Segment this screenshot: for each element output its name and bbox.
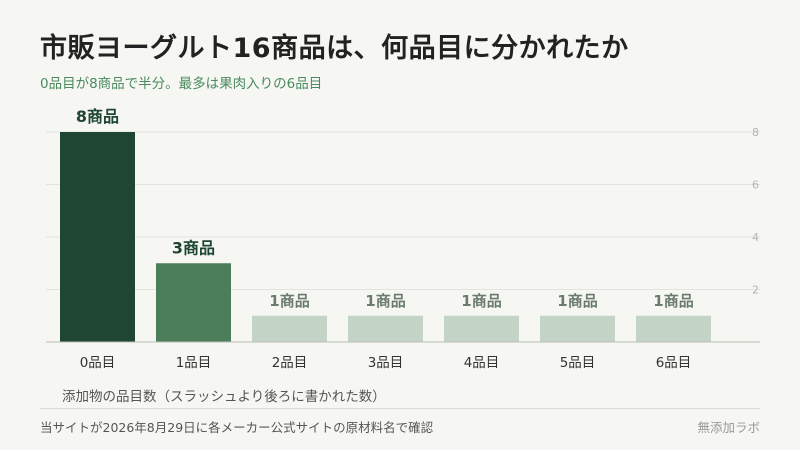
bar-1 [156, 263, 231, 342]
bar-3 [348, 315, 423, 342]
y-tick-label-6: 6 [752, 179, 759, 192]
y-tick-label-4: 4 [752, 231, 759, 244]
bar-4 [444, 315, 519, 342]
x-axis-title: 添加物の品目数（スラッシュより後ろに書かれた数） [62, 389, 386, 405]
bar-0 [60, 132, 135, 342]
data-label-6: 1商品 [653, 292, 693, 310]
x-tick-label-2: 2品目 [272, 355, 308, 371]
data-label-1: 3商品 [172, 238, 215, 257]
source-note: 当サイトが2026年8月29日に各メーカー公式サイトの原材料名で確認 [40, 420, 434, 435]
bar-2 [252, 315, 327, 342]
chart-subtitle: 0品目が8商品で半分。最多は果肉入りの6品目 [40, 76, 323, 92]
bar-6 [636, 315, 711, 342]
bar-5 [540, 315, 615, 342]
y-tick-label-2: 2 [752, 284, 759, 297]
x-tick-label-5: 5品目 [560, 355, 596, 371]
data-label-0: 8商品 [76, 107, 119, 126]
x-tick-label-3: 3品目 [368, 355, 404, 371]
footer-divider [40, 408, 760, 409]
chart-title: 市販ヨーグルト16商品は、何品目に分かれたか [40, 33, 629, 64]
brand-name: 無添加ラボ [697, 420, 760, 435]
y-tick-label-8: 8 [752, 126, 759, 139]
x-tick-label-4: 4品目 [464, 355, 500, 371]
x-tick-label-1: 1品目 [176, 355, 212, 371]
data-label-3: 1商品 [365, 292, 405, 310]
data-label-4: 1商品 [461, 292, 501, 310]
data-label-2: 1商品 [269, 292, 309, 310]
x-tick-label-6: 6品目 [656, 355, 692, 371]
data-label-5: 1商品 [557, 292, 597, 310]
x-tick-label-0: 0品目 [80, 355, 116, 371]
